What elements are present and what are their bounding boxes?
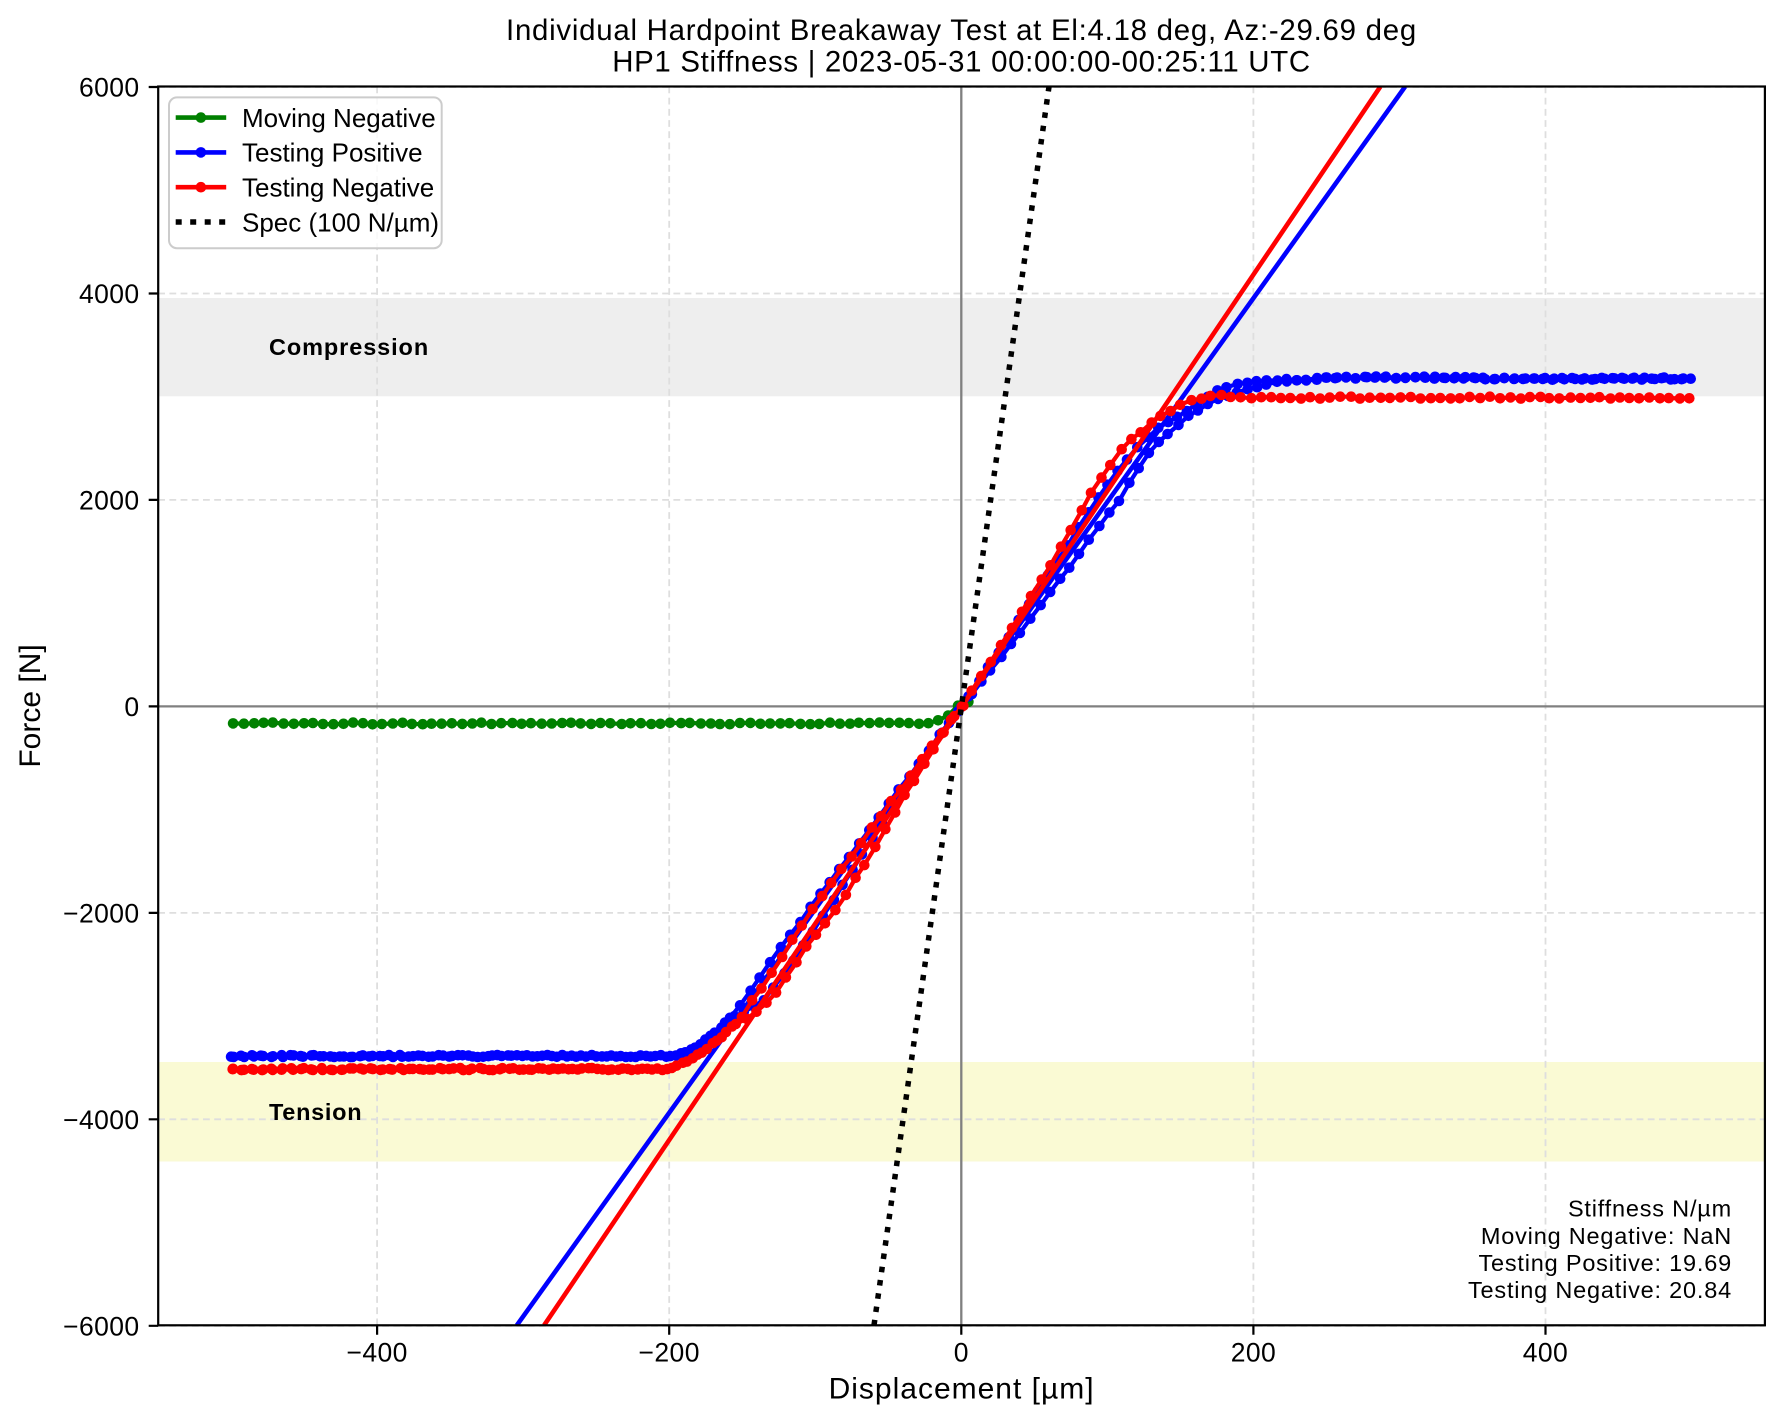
svg-text:Testing Positive: 19.69: Testing Positive: 19.69 — [1478, 1250, 1732, 1276]
svg-text:6000: 6000 — [79, 73, 140, 103]
svg-text:Tension: Tension — [269, 1099, 362, 1125]
svg-text:Moving Negative: NaN: Moving Negative: NaN — [1481, 1223, 1732, 1249]
svg-text:Stiffness N/µm: Stiffness N/µm — [1568, 1196, 1732, 1222]
svg-text:−2000: −2000 — [63, 898, 139, 928]
svg-text:Testing Negative: 20.84: Testing Negative: 20.84 — [1468, 1277, 1732, 1303]
svg-text:Testing Negative: Testing Negative — [242, 173, 434, 203]
svg-text:200: 200 — [1231, 1338, 1276, 1368]
svg-text:Testing Positive: Testing Positive — [242, 138, 423, 168]
svg-text:−4000: −4000 — [63, 1105, 139, 1135]
svg-text:−6000: −6000 — [63, 1311, 139, 1341]
svg-text:Displacement [µm]: Displacement [µm] — [829, 1373, 1095, 1406]
svg-text:−200: −200 — [639, 1338, 700, 1368]
svg-text:−400: −400 — [346, 1338, 407, 1368]
svg-text:4000: 4000 — [79, 279, 140, 309]
svg-text:Spec (100 N/µm): Spec (100 N/µm) — [242, 207, 439, 237]
svg-text:2000: 2000 — [79, 485, 140, 515]
svg-text:Compression: Compression — [269, 334, 429, 360]
svg-text:Individual Hardpoint Breakaway: Individual Hardpoint Breakaway Test at E… — [506, 14, 1417, 47]
svg-text:Moving Negative: Moving Negative — [242, 103, 436, 133]
svg-text:0: 0 — [954, 1338, 969, 1368]
svg-text:HP1 Stiffness | 2023-05-31 00:: HP1 Stiffness | 2023-05-31 00:00:00-00:2… — [612, 46, 1311, 79]
svg-text:400: 400 — [1523, 1338, 1568, 1368]
svg-text:0: 0 — [124, 692, 139, 722]
svg-text:Force [N]: Force [N] — [14, 644, 47, 767]
